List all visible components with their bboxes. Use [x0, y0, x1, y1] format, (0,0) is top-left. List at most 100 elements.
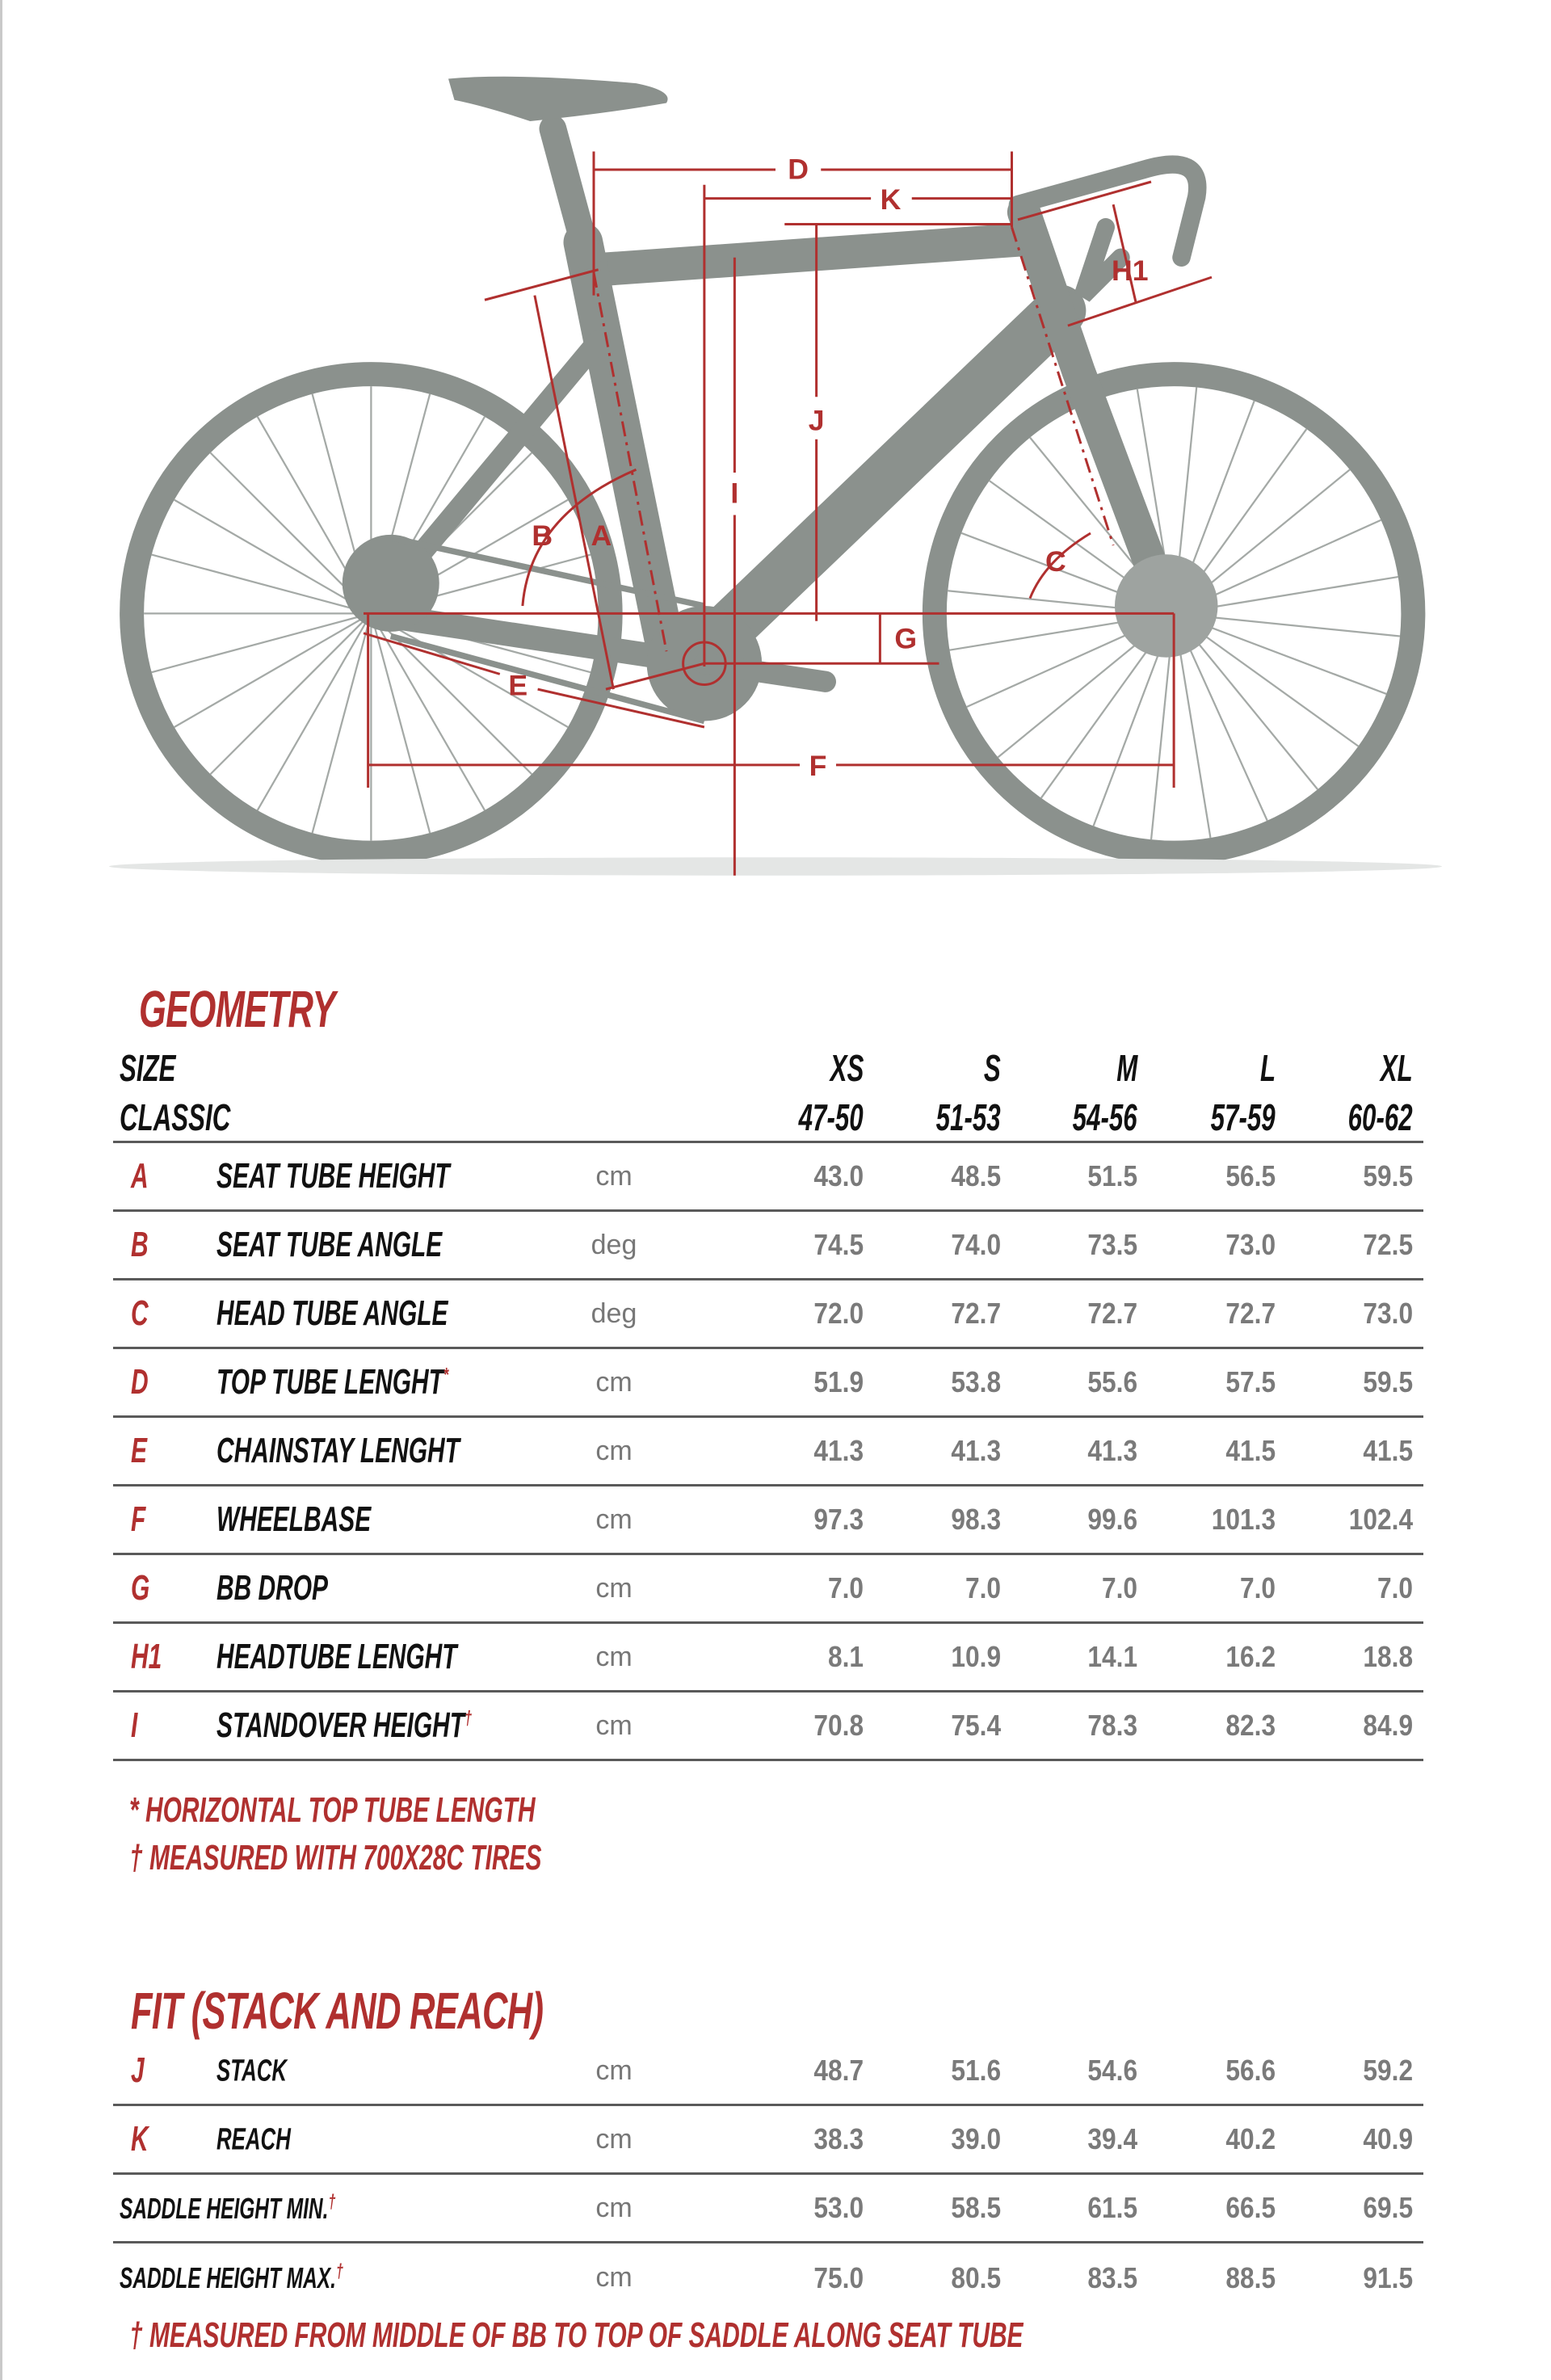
label-K: K: [881, 183, 902, 216]
dimension-label: STANDOVER HEIGHT†: [216, 1705, 473, 1745]
classic-size-header: 54-56: [1072, 1095, 1137, 1138]
table-row: J STACK cm 48.7 51.6 54.6 56.6 59.2: [113, 2037, 1423, 2106]
value-cell: 66.5: [1225, 2191, 1276, 2224]
table-row: F WHEELBASE cm 97.3 98.3 99.6 101.3 102.4: [113, 1486, 1423, 1555]
label-C: C: [1045, 545, 1066, 578]
value-cell: 97.3: [813, 1503, 864, 1536]
value-cell: 38.3: [813, 2122, 864, 2155]
chain: [389, 534, 705, 725]
dimension-letter: H1: [131, 1637, 162, 1676]
label-G: G: [894, 623, 917, 655]
value-cell: 58.5: [951, 2191, 1001, 2224]
label-I: I: [730, 477, 738, 510]
value-cell: 10.9: [951, 1640, 1001, 1673]
dimension-letter: G: [131, 1568, 150, 1608]
dimension-letter: D: [131, 1362, 149, 1402]
dimension-label: HEAD TUBE ANGLE: [216, 1293, 448, 1333]
saddle: [448, 76, 668, 121]
label-D: D: [788, 153, 809, 185]
unit: cm: [595, 2192, 633, 2223]
value-cell: 51.6: [951, 2054, 1001, 2087]
dimension-letter: J: [131, 2050, 145, 2090]
table-row: SADDLE HEIGHT MIN.† cm 53.0 58.5 61.5 66.5 69.…: [113, 2175, 1423, 2243]
value-cell: 41.5: [1363, 1434, 1413, 1467]
value-cell: 83.5: [1087, 2260, 1137, 2294]
value-cell: 43.0: [813, 1159, 864, 1192]
spoke: [379, 621, 533, 776]
value-cell: 18.8: [1363, 1640, 1413, 1673]
value-cell: 41.3: [1087, 1434, 1137, 1467]
value-cell: 98.3: [951, 1503, 1001, 1536]
unit: cm: [595, 1572, 633, 1604]
value-cell: 102.4: [1348, 1503, 1413, 1536]
bb-marker: [682, 641, 727, 686]
fit-title: FIT (STACK AND REACH): [131, 1982, 544, 2040]
value-cell: 74.0: [951, 1228, 1001, 1261]
value-cell: 73.0: [1225, 1228, 1276, 1261]
spoke: [1185, 575, 1398, 613]
value-cell: 70.8: [813, 1709, 864, 1742]
value-cell: 73.5: [1087, 1228, 1137, 1261]
size-header-row: SIZE XS S M L XL: [113, 1043, 1423, 1093]
value-cell: 54.6: [1087, 2054, 1137, 2087]
spoke: [1180, 622, 1319, 790]
dimension-label: SADDLE HEIGHT MIN.†: [120, 2190, 336, 2225]
value-cell: 53.0: [813, 2191, 864, 2224]
value-cell: 53.8: [951, 1365, 1001, 1398]
unit: cm: [595, 1160, 633, 1192]
stem-handlebar: [1008, 155, 1207, 267]
geometry-title: GEOMETRY: [139, 980, 336, 1038]
label-F: F: [809, 750, 827, 782]
footnote-top-tube: * HORIZONTAL TOP TUBE LENGTH: [129, 1790, 536, 1830]
value-cell: 41.5: [1225, 1434, 1276, 1467]
disc-rotor: [1115, 554, 1218, 658]
table-row: K REACH cm 38.3 39.0 39.4 40.2 40.9: [113, 2106, 1423, 2175]
classic-size-header: 57-59: [1210, 1095, 1276, 1138]
dimension-label: BB DROP: [216, 1568, 328, 1608]
dimension-label: SADDLE HEIGHT MAX.†: [120, 2260, 344, 2294]
dimension-letter: I: [131, 1705, 138, 1745]
geometry-table: SIZE XS S M L XL CLASSIC 47-50 51-53 54-56 57-5…: [113, 1043, 1423, 1761]
table-row: I STANDOVER HEIGHT† cm 70.8 75.4 78.3 82.3 84.9: [113, 1692, 1423, 1761]
cassette: [342, 534, 439, 632]
unit: cm: [595, 1503, 633, 1535]
dimension-labels: D K J I H1 B A C G E F: [508, 153, 1148, 782]
fit-table: J STACK cm 48.7 51.6 54.6 56.6 59.2 K REACH cm 38.3…: [113, 2037, 1423, 2312]
spoke: [1183, 620, 1360, 747]
size-column-header: S: [984, 1047, 1001, 1089]
value-cell: 55.6: [1087, 1365, 1137, 1398]
unit: cm: [595, 2262, 633, 2293]
value-cell: 7.0: [1377, 1571, 1413, 1604]
handlebar-drop: [1074, 218, 1130, 302]
unit: cm: [595, 1641, 633, 1672]
value-cell: 72.0: [813, 1297, 864, 1330]
table-row: B SEAT TUBE ANGLE deg 74.5 74.0 73.5 73.0 72.5: [113, 1212, 1423, 1280]
label-E: E: [508, 670, 528, 702]
spoke: [1184, 616, 1387, 695]
dimension-letter: E: [131, 1431, 147, 1470]
value-cell: 56.5: [1225, 1159, 1276, 1192]
value-cell: 91.5: [1363, 2260, 1413, 2294]
spoke: [209, 452, 364, 606]
value-cell: 39.4: [1087, 2122, 1137, 2155]
spoke: [209, 621, 364, 776]
value-cell: 72.7: [1225, 1297, 1276, 1330]
footnote-tires: † MEASURED WITH 700X28C TIRES: [129, 1838, 542, 1878]
value-cell: 99.6: [1087, 1503, 1137, 1536]
down-tube: [679, 284, 1087, 678]
value-cell: 48.7: [813, 2054, 864, 2087]
value-cell: 78.3: [1087, 1709, 1137, 1742]
dimension-label: REACH: [216, 2122, 291, 2157]
dimension-letter: A: [131, 1156, 149, 1196]
dimension-label: STACK: [216, 2054, 288, 2088]
footnote-saddle-height: † MEASURED FROM MIDDLE OF BB TO TOP OF S…: [129, 2315, 1023, 2355]
value-cell: 51.5: [1087, 1159, 1137, 1192]
unit: deg: [591, 1297, 637, 1329]
unit: cm: [595, 1709, 633, 1741]
value-cell: 7.0: [1101, 1571, 1137, 1604]
value-cell: 39.0: [951, 2122, 1001, 2155]
size-label: SIZE: [120, 1047, 176, 1089]
spoke: [174, 618, 361, 728]
classic-size-header: 47-50: [798, 1095, 864, 1138]
value-cell: 59.5: [1363, 1365, 1413, 1398]
